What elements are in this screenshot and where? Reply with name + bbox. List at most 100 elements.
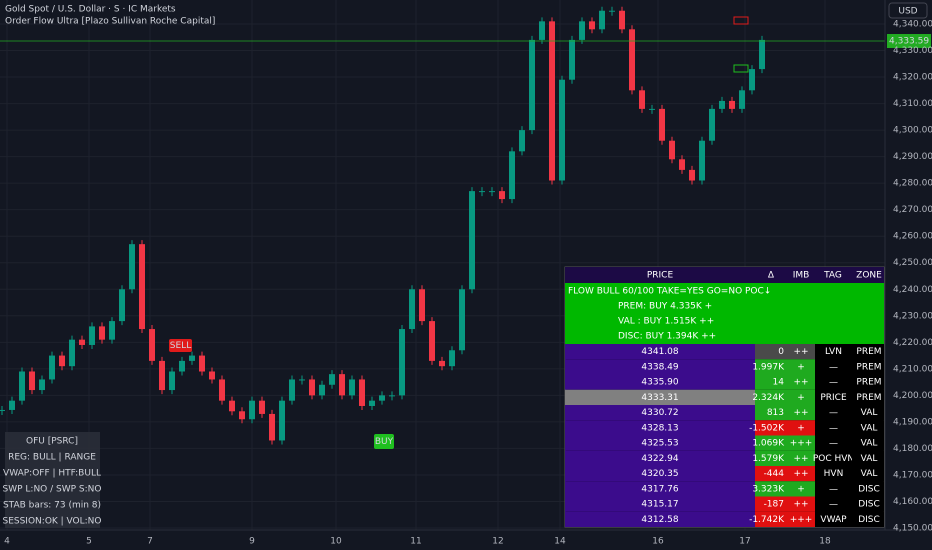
y-tick-label: 4,330.00 (893, 46, 932, 56)
table-cell-text: — (829, 423, 838, 433)
status-line: OFU [PSRC] (26, 437, 78, 447)
candle (429, 321, 435, 361)
candle (499, 191, 505, 200)
table-cell-text: 813 (767, 408, 784, 418)
candle (709, 108, 715, 141)
table-cell (787, 344, 815, 360)
table-cell (852, 435, 884, 451)
candle (619, 10, 625, 30)
table-cell (755, 405, 787, 421)
candle (409, 289, 415, 330)
table-cell (815, 511, 852, 527)
x-tick-label: 10 (330, 537, 342, 547)
table-cell (565, 450, 755, 466)
candle (119, 289, 125, 322)
table-cell (755, 511, 787, 527)
table-cell-text: 0 (778, 347, 784, 357)
table-cell (852, 511, 884, 527)
summary-line: DISC: BUY 1.394K ++ (618, 332, 716, 342)
candle (239, 411, 245, 420)
y-tick-label: 4,320.00 (893, 73, 932, 83)
table-cell-text: 4341.08 (641, 347, 678, 357)
candle (79, 339, 85, 345)
candle (629, 29, 635, 91)
table-cell-text: VAL (861, 423, 878, 433)
table-cell (755, 450, 787, 466)
table-cell (787, 511, 815, 527)
table-cell (815, 359, 852, 375)
candle (189, 355, 195, 361)
candle (29, 371, 35, 391)
table-cell-text: 4325.53 (641, 439, 678, 449)
candle (529, 39, 535, 131)
y-tick-label: 4,240.00 (893, 285, 932, 295)
candle (669, 140, 675, 160)
candle (609, 10, 615, 12)
table-cell (565, 389, 755, 405)
currency-button[interactable] (888, 2, 928, 19)
table-cell (755, 420, 787, 436)
y-tick-label: 4,150.00 (893, 524, 932, 534)
table-cell-text: VWAP (820, 515, 847, 525)
table-header (565, 267, 884, 283)
table-cell (852, 374, 884, 390)
summary-line: VAL : BUY 1.515K ++ (618, 317, 714, 327)
table-cell-text: -1.502K (749, 423, 785, 433)
candle (679, 159, 685, 170)
table-cell-text: ++ (793, 469, 808, 479)
x-tick-label: 4 (4, 537, 10, 547)
table-cell (787, 481, 815, 497)
table-cell-text: 1.997K (752, 362, 785, 372)
y-tick-label: 4,260.00 (893, 232, 932, 242)
candle (689, 169, 695, 181)
table-cell (565, 359, 755, 375)
candle (139, 244, 145, 330)
table-cell-text: — (829, 484, 838, 494)
table-cell-text: 2.324K (752, 393, 785, 403)
candle (329, 374, 335, 385)
table-cell-text: 4315.17 (641, 500, 678, 510)
status-line: SESSION:OK | VOL:NO (2, 517, 101, 527)
table-cell (852, 496, 884, 512)
table-cell-text: 4338.49 (641, 362, 678, 372)
candle (49, 355, 55, 380)
candle (219, 379, 225, 401)
table-cell (852, 481, 884, 497)
candle (549, 21, 555, 181)
table-cell-text: DISC (858, 484, 880, 494)
table-cell (852, 466, 884, 482)
table-cell-text: HVN (824, 469, 844, 479)
table-cell-text: PREM (856, 347, 881, 357)
candle (369, 400, 375, 406)
table-cell (852, 389, 884, 405)
table-cell-text: +++ (790, 515, 813, 525)
table-cell-text: +++ (790, 439, 813, 449)
column-header: Δ (768, 271, 775, 281)
table-cell (815, 435, 852, 451)
candle (439, 360, 445, 367)
candle (159, 360, 165, 391)
summary-line: FLOW BULL 60/100 TAKE=YES GO=NO POC↓ (568, 287, 771, 297)
x-tick-label: 18 (819, 537, 831, 547)
candle (19, 371, 25, 401)
candle (9, 400, 15, 410)
table-cell (787, 420, 815, 436)
table-cell (852, 420, 884, 436)
candle (759, 39, 765, 70)
x-tick-label: 12 (492, 537, 503, 547)
table-cell-text: POC HVN (813, 454, 854, 464)
currency-label[interactable]: USD (898, 7, 917, 17)
table-cell-text: 4322.94 (641, 454, 678, 464)
table-cell-text: 4317.76 (641, 484, 678, 494)
candle (359, 379, 365, 406)
table-cell-text: 1.069K (752, 439, 785, 449)
table-cell-text: ++ (793, 408, 808, 418)
table-cell (755, 496, 787, 512)
candle (109, 321, 115, 340)
table-cell (815, 374, 852, 390)
status-line: REG: BULL | RANGE (8, 453, 96, 463)
table-cell (815, 466, 852, 482)
column-header: ZONE (856, 271, 882, 281)
table-cell (852, 405, 884, 421)
indicator-title: Order Flow Ultra [Plazo Sullivan Roche C… (5, 17, 215, 27)
